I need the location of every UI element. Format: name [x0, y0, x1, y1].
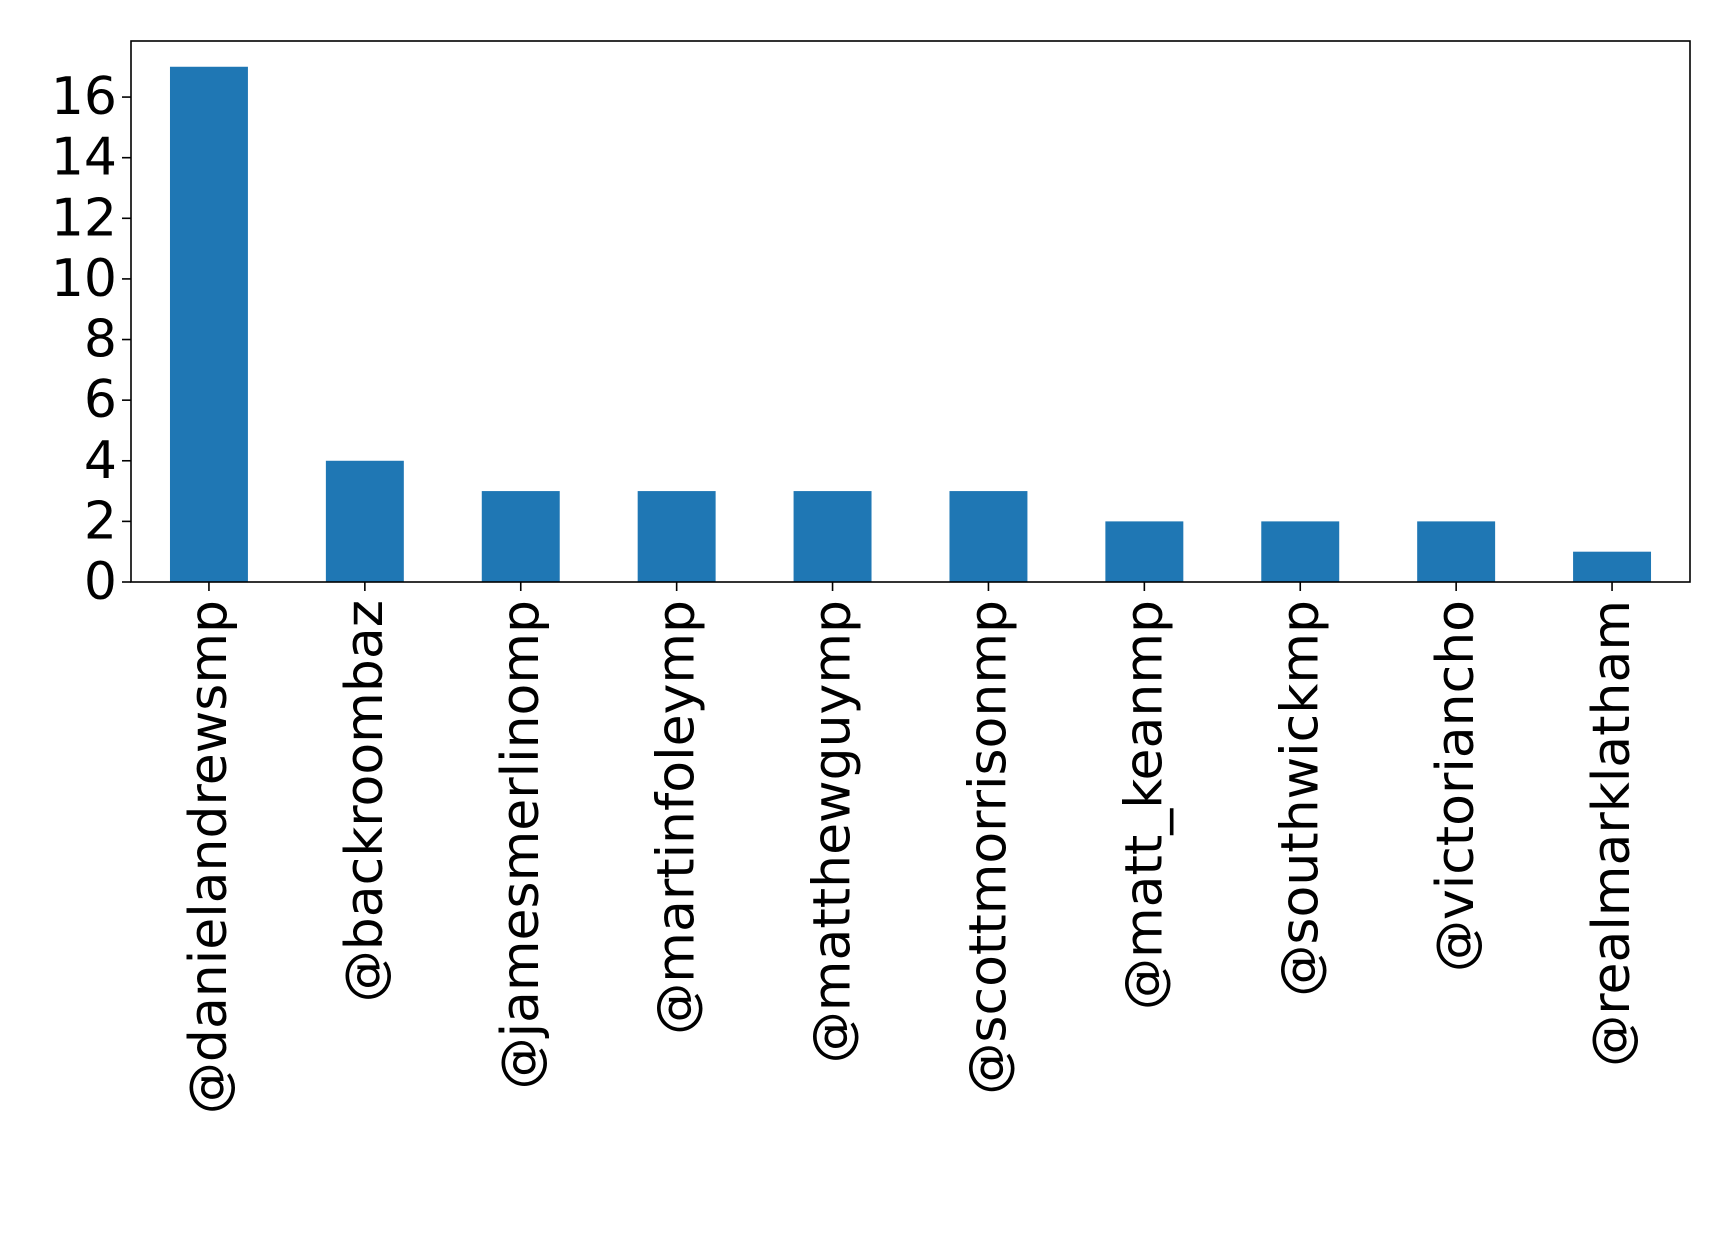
- y-tick-label: 14: [51, 128, 117, 188]
- y-tick-label: 4: [84, 431, 117, 491]
- x-tick-label: @victoriancho: [1426, 600, 1486, 972]
- x-tick-label: @martinfoleymp: [647, 600, 707, 1035]
- bar: [793, 491, 872, 582]
- x-tick-label: @scottmorrisonmp: [958, 600, 1018, 1095]
- x-tick-label: @jamesmerlinomp: [491, 600, 551, 1089]
- y-tick-label: 10: [51, 249, 117, 309]
- bar: [481, 491, 560, 582]
- x-tick-label: @danielandrewsmp: [179, 600, 239, 1114]
- x-tick-label: @backroombaz: [335, 600, 395, 1002]
- x-tick-label: @realmarklatham: [1582, 600, 1642, 1067]
- y-tick-label: 0: [84, 552, 117, 612]
- x-tick-label: @matt_keanmp: [1114, 600, 1174, 1010]
- y-tick-label: 6: [84, 370, 117, 430]
- plot-frame: [130, 40, 1691, 583]
- bar: [637, 491, 716, 582]
- y-tick-label: 2: [84, 491, 117, 551]
- bar: [169, 66, 248, 582]
- y-tick-label: 12: [51, 188, 117, 248]
- bar: [1417, 521, 1496, 582]
- bar: [1261, 521, 1340, 582]
- x-tick-label: @matthewguymp: [803, 600, 863, 1063]
- x-tick-label: @southwickmp: [1270, 600, 1330, 997]
- bar: [1573, 551, 1652, 582]
- bar: [325, 460, 404, 582]
- y-tick-label: 8: [84, 310, 117, 370]
- bar: [949, 491, 1028, 582]
- x-axis: @danielandrewsmp @backroombaz @jamesmerlin…: [179, 582, 1642, 1114]
- y-tick-label: 16: [51, 67, 117, 127]
- bar: [1105, 521, 1184, 582]
- bars-group: [169, 66, 1652, 582]
